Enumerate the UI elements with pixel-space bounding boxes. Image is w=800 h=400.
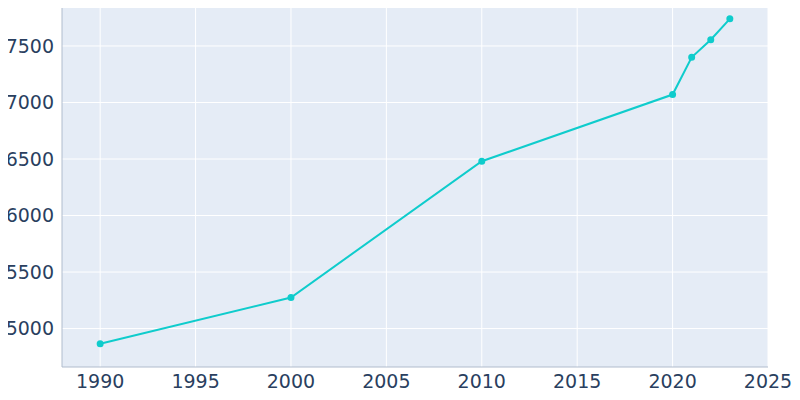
- svg-text:1995: 1995: [171, 370, 219, 392]
- svg-text:6000: 6000: [8, 204, 54, 226]
- svg-text:2000: 2000: [267, 370, 315, 392]
- svg-text:7500: 7500: [8, 35, 54, 57]
- svg-text:5000: 5000: [8, 317, 54, 339]
- svg-text:1990: 1990: [76, 370, 124, 392]
- svg-text:7000: 7000: [8, 91, 54, 113]
- svg-text:2025: 2025: [744, 370, 792, 392]
- svg-text:5500: 5500: [8, 261, 54, 283]
- svg-text:2005: 2005: [362, 370, 410, 392]
- svg-text:2015: 2015: [553, 370, 601, 392]
- svg-text:2020: 2020: [648, 370, 696, 392]
- svg-text:6500: 6500: [8, 148, 54, 170]
- svg-text:2010: 2010: [458, 370, 506, 392]
